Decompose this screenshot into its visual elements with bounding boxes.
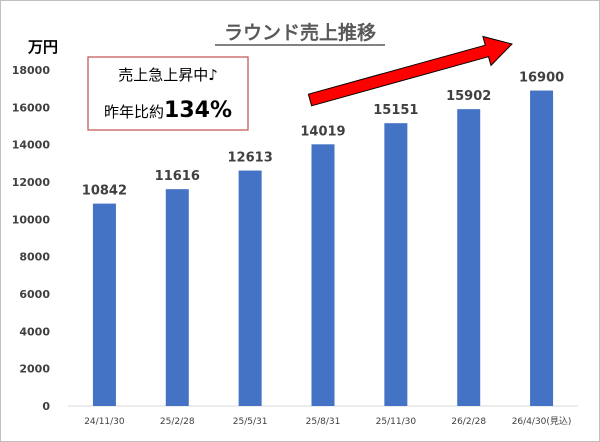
y-tick-label: 14000	[12, 139, 51, 152]
bar	[311, 144, 335, 406]
data-label: 12613	[228, 151, 273, 166]
y-tick-label: 18000	[12, 64, 51, 77]
bar	[92, 203, 116, 406]
annotation-box	[87, 56, 249, 131]
data-labels: 10842 11616 12613 14019 15151 15902 16900	[82, 71, 564, 199]
data-label: 16900	[519, 71, 564, 86]
data-label: 15151	[373, 103, 418, 118]
x-tick-label: 25/11/30	[376, 417, 417, 427]
y-tick-label: 0	[42, 400, 50, 413]
y-tick-label: 6000	[19, 288, 50, 301]
y-tick-label: 16000	[12, 101, 51, 114]
x-tick-label: 26/2/28	[451, 417, 486, 427]
y-tick-label: 10000	[12, 213, 51, 226]
data-label: 15902	[446, 89, 491, 104]
data-label: 10842	[82, 184, 127, 199]
annotation-prefix: 昨年比約	[104, 103, 164, 121]
annotation-line1: 売上急上昇中♪	[118, 66, 218, 84]
y-tick-label: 4000	[19, 325, 50, 338]
y-axis: 0 2000 4000 6000 8000 10000 12000 14000 16000 180…	[12, 64, 51, 413]
bar	[457, 109, 481, 407]
growth-annotation: 売上急上昇中♪ 昨年比約134%	[87, 56, 249, 131]
trend-arrow-icon	[307, 35, 513, 107]
x-axis: 24/11/30 25/2/28 25/5/31 25/8/31 25/11/30 26/…	[84, 416, 571, 427]
x-tick-label: 25/5/31	[233, 417, 268, 427]
y-tick-label: 12000	[12, 176, 51, 189]
annotation-line2: 昨年比約134%	[104, 98, 232, 123]
bar	[238, 170, 262, 406]
y-tick-label: 2000	[19, 363, 50, 376]
bar	[165, 189, 189, 406]
x-tick-label: 25/8/31	[306, 417, 341, 427]
annotation-percent: 134%	[164, 98, 232, 123]
x-tick-label: 25/2/28	[160, 417, 195, 427]
y-unit-label: 万円	[27, 38, 58, 56]
chart-title: ラウンド売上推移	[224, 21, 376, 44]
data-label: 11616	[155, 169, 200, 184]
x-tick-label: 24/11/30	[84, 417, 125, 427]
bar	[530, 90, 554, 407]
y-tick-label: 8000	[19, 251, 50, 264]
x-tick-label: 26/4/30(見込)	[512, 416, 572, 427]
data-label: 14019	[300, 124, 345, 139]
bars	[92, 90, 554, 407]
bar	[384, 123, 408, 406]
